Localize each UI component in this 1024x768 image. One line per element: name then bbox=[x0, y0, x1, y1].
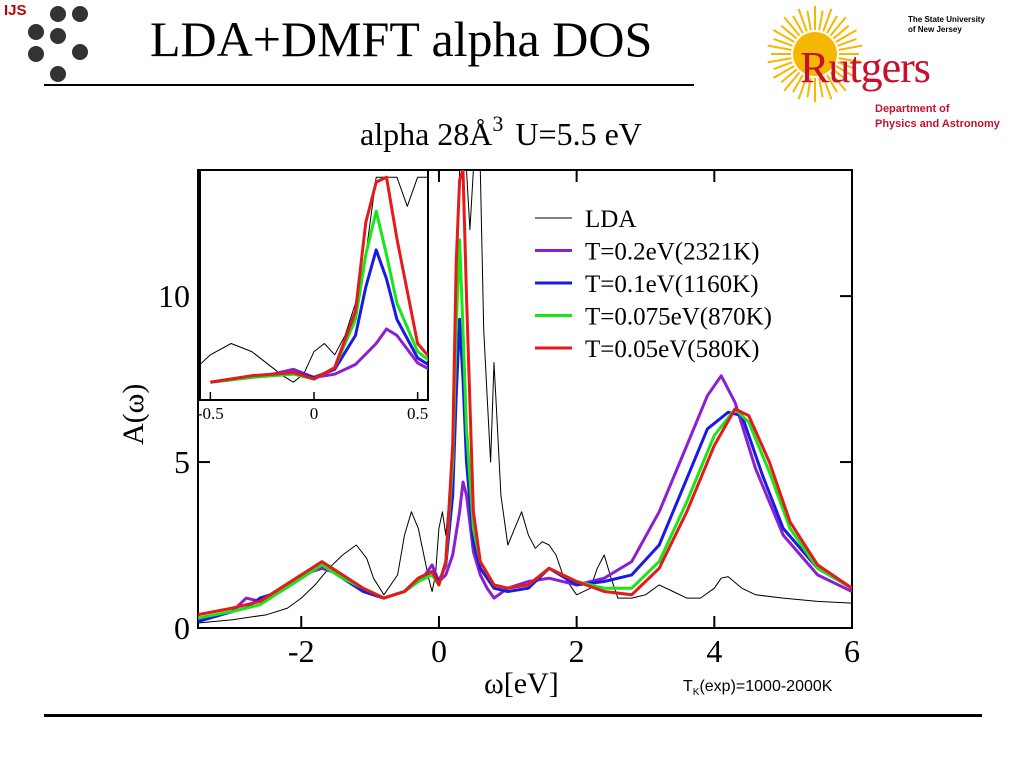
sun-ray bbox=[818, 77, 824, 98]
sun-ray bbox=[780, 24, 798, 40]
x-tick-label: 2 bbox=[569, 633, 585, 669]
y-axis-label: A(ω) bbox=[117, 384, 150, 445]
legend: LDA T=0.2eV(2321K) T=0.1eV(1160K) T=0.075eV… bbox=[535, 206, 772, 363]
ijs-logo-dots bbox=[28, 6, 88, 82]
bottom-rule bbox=[44, 714, 982, 717]
sun-ray bbox=[783, 16, 801, 37]
slide-title: LDA+DMFT alpha DOS bbox=[150, 11, 653, 67]
sun-ray bbox=[797, 76, 808, 100]
sun-ray bbox=[826, 15, 838, 34]
department-label-2: Physics and Astronomy bbox=[875, 118, 1000, 130]
inset-plot: -0.5 0 0.5 bbox=[197, 169, 429, 423]
x-tick-label: 4 bbox=[706, 633, 722, 669]
sun-ray bbox=[832, 24, 850, 40]
department-label: Department of bbox=[875, 103, 950, 115]
inset-frame bbox=[199, 169, 429, 401]
title-underline bbox=[44, 84, 694, 86]
sun-ray bbox=[832, 68, 850, 84]
sun-ray bbox=[772, 29, 795, 43]
inset-series-line bbox=[210, 209, 428, 384]
series-line bbox=[198, 170, 852, 617]
sun-ray bbox=[773, 61, 793, 70]
rutgers-sun-logo bbox=[767, 6, 863, 102]
ijs-label: IJS bbox=[4, 2, 27, 19]
sun-ray bbox=[822, 76, 833, 100]
sun-ray bbox=[826, 74, 838, 93]
kondo-temperature-note: TK(exp)=1000-2000K bbox=[683, 678, 832, 698]
legend-entry: T=0.075eV(870K) bbox=[585, 304, 772, 331]
sun-ray bbox=[838, 44, 863, 51]
sun-ray bbox=[767, 57, 792, 64]
sun-ray bbox=[792, 74, 804, 93]
note-subscript: K bbox=[692, 687, 700, 699]
inset-series-line bbox=[200, 176, 428, 383]
inset-x-tick-label: 0 bbox=[310, 404, 319, 423]
x-tick-label: 0 bbox=[431, 633, 447, 669]
chart-title-superscript: 3 bbox=[492, 111, 503, 136]
sun-ray bbox=[792, 15, 804, 34]
sun-ray bbox=[767, 44, 792, 51]
series-line bbox=[198, 170, 852, 624]
sun-ray bbox=[772, 65, 795, 79]
sun-ray bbox=[818, 10, 824, 31]
main-plot-area: -2 0 2 4 6 0 5 10 bbox=[158, 169, 860, 669]
note-prefix: T bbox=[683, 678, 693, 695]
sun-ray bbox=[829, 71, 847, 92]
note-text: (exp)=1000-2000K bbox=[699, 678, 833, 695]
inset-series-line bbox=[210, 175, 428, 384]
sun-ray bbox=[797, 8, 808, 32]
chart-title-tail: U=5.5 eV bbox=[515, 116, 641, 152]
rutgers-tagline-2: of New Jersey bbox=[908, 25, 962, 34]
chart-title: alpha 28Å3 U=5.5 eV bbox=[360, 111, 642, 152]
legend-entry: T=0.05eV(580K) bbox=[585, 336, 759, 363]
rutgers-wordmark: Rutgers bbox=[800, 43, 931, 92]
series-line bbox=[198, 238, 852, 620]
x-tick-label: -2 bbox=[288, 633, 315, 669]
x-tick-label: 6 bbox=[844, 633, 860, 669]
legend-entry: T=0.1eV(1160K) bbox=[585, 271, 759, 298]
sun-ray bbox=[829, 16, 847, 37]
rutgers-tagline: The State University bbox=[908, 15, 985, 24]
sun-ray bbox=[783, 71, 801, 92]
legend-entry: LDA bbox=[585, 206, 636, 233]
sun-ray bbox=[837, 61, 857, 70]
inset-x-tick-label: -0.5 bbox=[197, 404, 224, 423]
sun-ray bbox=[773, 38, 793, 47]
sun-ray bbox=[835, 29, 858, 43]
sun-ray bbox=[838, 57, 863, 64]
x-axis-label: ω[eV] bbox=[484, 667, 559, 700]
sun-ray bbox=[806, 10, 812, 31]
plot-frame bbox=[197, 169, 853, 629]
y-tick-label: 10 bbox=[158, 278, 190, 314]
legend-entry: T=0.2eV(2321K) bbox=[585, 239, 759, 266]
sun-ray bbox=[822, 8, 833, 32]
y-tick-label: 0 bbox=[174, 610, 190, 646]
sun-ray bbox=[780, 68, 798, 84]
sun-ray bbox=[835, 65, 858, 79]
sun-ray bbox=[837, 38, 857, 47]
y-tick-label: 5 bbox=[174, 444, 190, 480]
inset-x-tick-label: 0.5 bbox=[407, 404, 428, 423]
sun-ray bbox=[806, 77, 812, 98]
